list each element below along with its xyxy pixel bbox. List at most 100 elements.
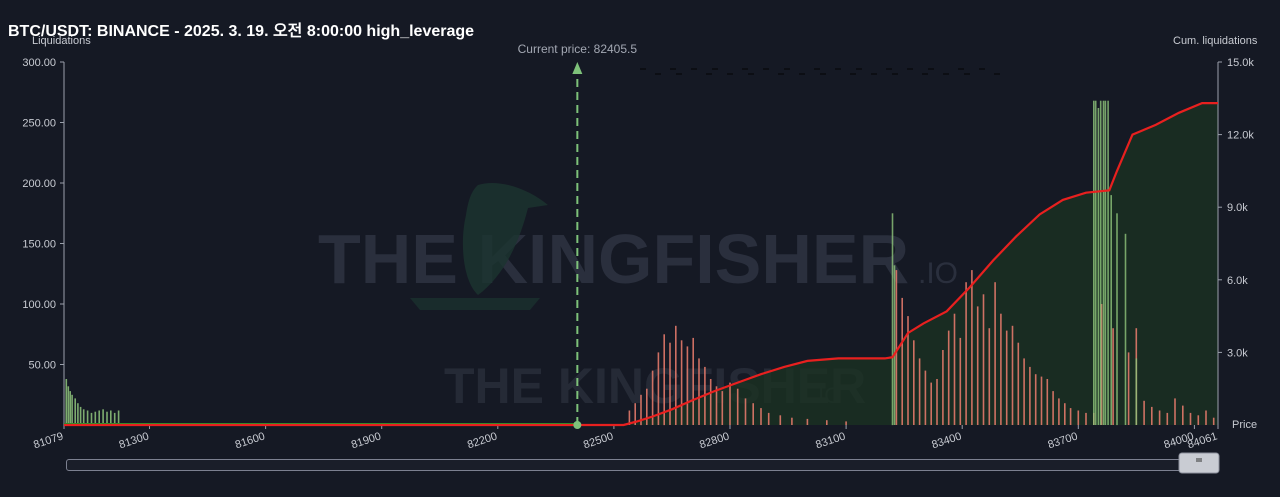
range-scroll-handle[interactable] [1178,452,1220,474]
long-liquidation-bar [1005,330,1008,425]
short-liquidation-bar [74,398,76,425]
current-price-arrow-icon [572,62,583,74]
long-liquidation-bar [1127,352,1130,425]
long-liquidation-bar [744,398,747,425]
long-liquidation-bar [651,370,654,425]
dotted-artifact [964,73,970,75]
short-liquidation-bar [86,410,89,425]
short-liquidation-bar [117,410,120,425]
long-liquidation-bar [715,386,718,425]
dotted-artifact [784,68,790,70]
short-liquidation-bar [113,412,116,425]
y2-tick-label: 12.0k [1227,130,1254,142]
long-liquidation-bar [1166,412,1169,425]
short-liquidation-bar [102,409,104,425]
dotted-artifact [994,73,1000,75]
dotted-artifact [943,73,949,75]
short-liquidation-bar [67,386,70,425]
dotted-artifact [835,68,841,70]
long-liquidation-bar [1069,408,1072,425]
long-liquidation-bar [721,391,724,425]
x-tick-label: 83400 [930,430,963,451]
x-tick-label: 83100 [814,430,847,451]
spike-liquidation-bar [1099,100,1102,425]
long-liquidation-bar [918,358,921,425]
long-liquidation-bar [1034,374,1037,425]
long-liquidation-bar [895,270,898,425]
short-liquidation-bar [69,391,71,425]
long-liquidation-bar [680,340,683,425]
long-liquidation-bar [988,328,991,425]
long-liquidation-bar [1182,405,1184,425]
dotted-artifact [850,73,856,75]
y-axis-title: Liquidations [32,35,91,47]
long-liquidation-bar [930,382,932,425]
dotted-artifact [763,68,769,70]
dotted-artifact [748,73,754,75]
long-liquidation-bar [628,410,631,425]
long-liquidation-bar [947,330,950,425]
dotted-artifact [892,73,898,75]
x-tick-label: 82500 [582,430,615,451]
x-tick-label: 82200 [466,430,499,451]
long-liquidation-bar [901,297,903,425]
y2-tick-label: 3.0k [1227,347,1248,359]
long-liquidation-bar [1058,398,1060,425]
y-tick-label: 150.00 [22,239,56,251]
spike-liquidation-bar [1124,233,1127,425]
dotted-artifact [727,73,733,75]
y2-tick-label: 6.0k [1227,275,1248,287]
short-liquidation-bar [106,411,108,425]
y2-tick-label: 15.0k [1227,57,1254,69]
long-liquidation-bar [942,350,944,425]
long-liquidation-bar [663,334,665,426]
long-liquidation-bar [640,394,642,426]
long-liquidation-bar [1197,415,1200,425]
short-liquidation-bar [71,394,73,426]
long-liquidation-bar [709,379,712,425]
dotted-artifact [742,68,748,70]
long-liquidation-bar [924,370,927,425]
cumulative-area [64,103,1218,425]
watermark-suffix: .IO [918,257,958,290]
x-tick-label: 81900 [350,430,383,451]
dotted-artifact [886,68,892,70]
dotted-artifact [676,73,682,75]
dotted-artifact [640,68,646,70]
long-liquidation-bar [982,294,985,425]
kingfisher-perch-icon [410,298,540,310]
dotted-artifact [670,68,676,70]
long-liquidation-bar [698,358,700,425]
long-liquidation-bar [994,282,996,425]
long-liquidation-bar [806,418,809,425]
short-liquidation-bar [65,379,68,425]
y-tick-label: 200.00 [22,178,56,190]
long-liquidation-bar [669,342,671,425]
range-scrollbar[interactable] [66,459,1218,471]
current-price-label: Current price: 82405.5 [518,42,638,56]
short-liquidation-bar [82,409,85,425]
spike-liquidation-bar [1135,358,1138,425]
long-liquidation-bar [1112,328,1114,425]
long-liquidation-bar [959,337,962,425]
chart-title: BTC/USDT: BINANCE - 2025. 3. 19. 오전 8:00… [8,23,475,40]
dotted-artifact [706,73,712,75]
long-liquidation-bar [1011,325,1014,425]
dotted-artifact [820,73,826,75]
long-liquidation-bar [845,421,847,425]
long-liquidation-bar [675,325,677,425]
long-liquidation-bar [1077,410,1080,425]
cumulative-line [64,102,1218,427]
long-liquidation-bar [767,412,770,425]
long-liquidation-bar [752,403,754,425]
spike-liquidation-bar [1102,100,1105,425]
x-tick-label: 81300 [118,430,151,451]
dotted-artifact [928,68,934,70]
long-liquidation-bar [1151,406,1153,425]
long-liquidation-bar [976,306,979,425]
y2-tick-label: 9.0k [1227,202,1248,214]
long-liquidation-bar [971,270,973,425]
long-liquidation-bar [907,316,909,425]
spike-liquidation-bar [1110,195,1112,425]
dotted-artifact [922,73,928,75]
